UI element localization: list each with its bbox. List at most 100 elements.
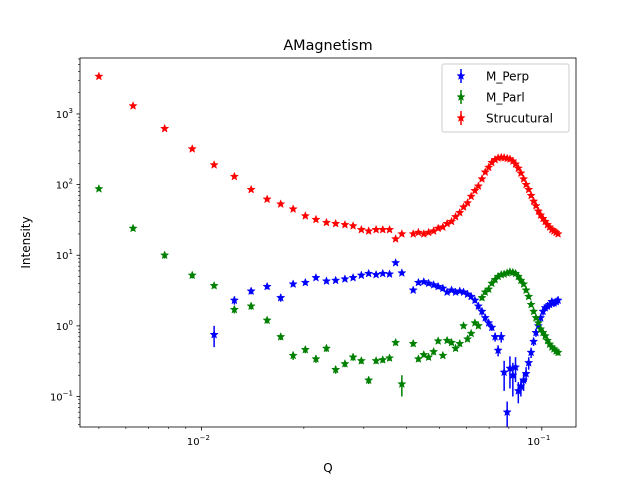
- data-point: [413, 227, 424, 237]
- data-point: [484, 284, 494, 294]
- data-point: [262, 194, 272, 204]
- data-point: [94, 71, 104, 81]
- data-point: [288, 204, 298, 214]
- legend-marker: [456, 113, 466, 122]
- data-point: [348, 221, 358, 230]
- data-point: [526, 190, 536, 200]
- data-point: [276, 331, 286, 341]
- data-point: [531, 200, 541, 210]
- data-point: [356, 270, 366, 280]
- data-point: [477, 174, 487, 183]
- data-point: [542, 335, 553, 345]
- data-point: [348, 352, 358, 362]
- data-point: [462, 198, 473, 207]
- legend-label: M_Perp: [486, 70, 529, 84]
- data-point: [408, 285, 418, 295]
- data-point: [209, 280, 219, 290]
- data-point: [378, 268, 388, 278]
- data-point: [384, 224, 395, 234]
- data-point: [371, 269, 381, 279]
- legend-entry: M_Parl: [456, 90, 525, 105]
- data-point: [524, 184, 534, 194]
- data-point: [378, 354, 388, 364]
- axis-ticks-layer: 10−2 10−1 10−1 100 101 102 103: [50, 58, 550, 448]
- data-point: [128, 101, 138, 110]
- legend-label: M_Parl: [486, 91, 525, 105]
- data-point: [229, 171, 240, 181]
- data-point: [300, 211, 310, 220]
- data-point: [311, 272, 321, 282]
- data-point: [446, 337, 457, 347]
- data-point: [246, 286, 256, 296]
- data-point: [364, 375, 374, 385]
- data-point: [521, 285, 531, 295]
- data-point: [516, 168, 526, 178]
- y-tick-label: 101: [56, 248, 73, 262]
- data-point: [480, 312, 490, 322]
- data-point: [397, 268, 407, 277]
- data-point: [390, 337, 401, 347]
- data-point: [470, 185, 480, 195]
- data-point: [262, 315, 272, 325]
- data-point: [428, 280, 439, 289]
- data-point: [553, 229, 563, 238]
- data-point: [458, 320, 469, 330]
- legend-marker: [456, 71, 466, 80]
- data-point: [428, 346, 439, 356]
- data-point: [276, 292, 286, 302]
- data-point: [209, 160, 219, 169]
- data-point: [356, 224, 366, 234]
- data-point: [510, 362, 521, 372]
- data-point: [524, 291, 534, 301]
- legend-marker: [456, 92, 466, 101]
- data-point: [528, 336, 539, 346]
- data-point: [513, 163, 523, 173]
- data-point: [446, 216, 457, 226]
- data-point: [408, 338, 418, 348]
- data-point: [458, 287, 469, 297]
- y-tick-label: 10−1: [50, 390, 73, 404]
- data-point: [419, 349, 429, 359]
- legend-label: Strucutural: [486, 112, 553, 126]
- y-tick-label: 103: [56, 107, 73, 121]
- series-m-parl: [94, 183, 563, 397]
- data-point: [276, 199, 286, 209]
- data-point: [473, 181, 484, 191]
- data-point: [419, 276, 429, 286]
- data-point: [516, 275, 526, 285]
- data-point: [390, 257, 401, 267]
- data-point: [311, 214, 321, 224]
- data-point: [462, 334, 473, 344]
- data-point: [496, 331, 506, 341]
- data-point: [466, 291, 476, 301]
- data-point: [535, 210, 546, 220]
- data-point: [477, 292, 487, 302]
- data-point: [533, 206, 544, 216]
- data-point: [229, 295, 240, 305]
- data-point: [526, 299, 536, 309]
- chart-title: AMagnetism: [283, 38, 372, 54]
- data-point: [493, 345, 503, 355]
- data-point: [446, 285, 457, 295]
- data-point: [364, 226, 374, 236]
- data-point: [480, 167, 490, 177]
- legend: M_Perp M_Parl Strucutural: [441, 63, 570, 133]
- data-point: [331, 364, 341, 374]
- legend-box: [441, 63, 570, 133]
- data-point: [321, 276, 332, 286]
- data-point: [423, 278, 434, 288]
- data-point: [321, 343, 332, 353]
- plot-frame: [79, 57, 577, 428]
- data-point: [484, 162, 494, 172]
- data-point: [246, 301, 256, 311]
- data-point: [288, 350, 298, 360]
- data-point: [364, 268, 374, 278]
- data-point: [477, 306, 487, 316]
- data-point: [524, 357, 534, 367]
- data-point: [470, 295, 480, 305]
- legend-entry: M_Perp: [456, 69, 529, 84]
- data-point: [466, 328, 476, 338]
- data-point: [521, 179, 531, 189]
- data-point: [513, 271, 523, 281]
